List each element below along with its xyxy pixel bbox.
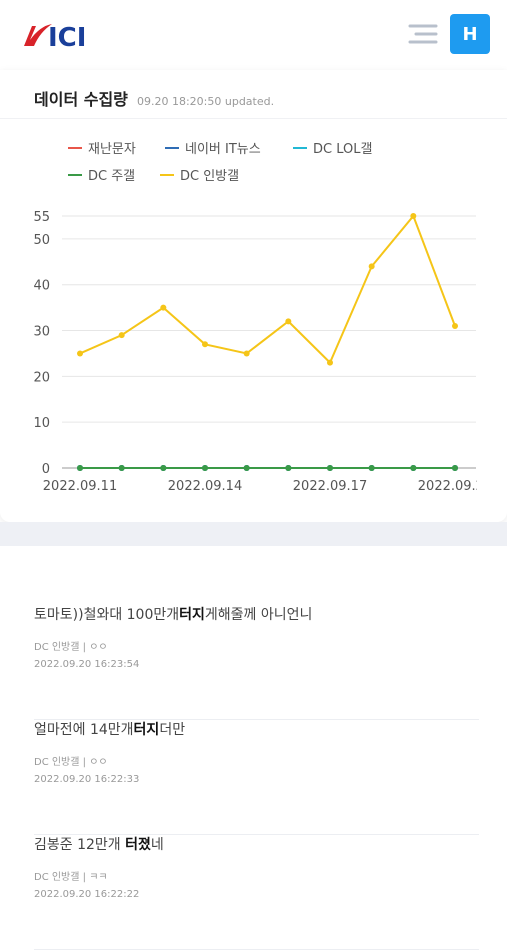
- data-point: [327, 359, 333, 366]
- header: ICI H: [0, 0, 507, 68]
- x-tick-label: 2022.09.14: [168, 479, 242, 494]
- data-point: [368, 263, 375, 270]
- data-point: [410, 465, 417, 471]
- title-match: 터지: [179, 607, 205, 623]
- y-tick-label: 40: [33, 279, 50, 294]
- y-tick-label: 55: [33, 210, 50, 225]
- updated-time: 09.20 18:20:50 updated.: [136, 95, 275, 108]
- data-point: [285, 465, 292, 471]
- post-item[interactable]: 토마토))철와대 100만개터지게해줄께 아니언니 DC 인방갤 | ㅇㅇ 20…: [34, 604, 479, 720]
- post-date: 2022.09.20 16:22:22: [34, 889, 140, 900]
- data-point: [160, 465, 167, 471]
- post-title: 얼마전에 14만개터지더만: [34, 719, 479, 739]
- data-point: [77, 465, 83, 471]
- data-point: [202, 341, 208, 348]
- title-text: 네: [150, 837, 164, 853]
- data-point: [452, 322, 458, 329]
- title-text: 김봉준 12만개: [34, 837, 126, 853]
- data-point: [202, 465, 208, 471]
- y-tick-label: 20: [33, 370, 50, 385]
- data-point: [452, 465, 458, 471]
- data-point: [410, 213, 417, 219]
- post-item[interactable]: 김봉준 12만개 터졌네 DC 인방갤 | ㅋㅋ 2022.09.20 16:2…: [34, 834, 479, 950]
- title-text: 토마토))철와대 100만개: [34, 607, 180, 623]
- data-point: [77, 350, 83, 357]
- chart: 재난문자 네이버 IT뉴스 DC LOL갤 DC 주갤 DC 인방갤 0 10 20 30 40 5…: [33, 142, 492, 494]
- header-graphics: ICI H: [24, 14, 490, 54]
- y-tick-label: 50: [33, 233, 50, 248]
- divider: [0, 118, 507, 119]
- x-tick-label: 2022.09.20: [418, 479, 492, 494]
- data-point: [243, 350, 250, 357]
- post-date: 2022.09.20 16:23:54: [34, 659, 140, 670]
- post-item[interactable]: 얼마전에 14만개터지더만 DC 인방갤 | ㅇㅇ 2022.09.20 16:…: [34, 719, 479, 835]
- post-meta: DC 인방갤 | ㅇㅇ: [34, 642, 108, 653]
- data-point: [368, 465, 375, 471]
- title-text: 얼마전에 14만개: [34, 722, 134, 738]
- title-match: 터지: [133, 722, 160, 738]
- legend-label: 네이버 IT뉴스: [185, 142, 261, 157]
- data-point: [118, 332, 125, 339]
- data-point: [243, 465, 250, 471]
- title-text: 게해줄께 아니언니: [204, 607, 313, 623]
- legend-label: DC 주갤: [88, 169, 135, 184]
- legend-label: DC 인방갤: [180, 169, 239, 184]
- card-title: 데이터 수집량: [34, 90, 128, 109]
- card-heading: 데이터 수집량 09.20 18:20:50 updated.: [34, 86, 274, 110]
- plot: 재난문자 네이버 IT뉴스 DC LOL갤 DC 주갤 DC 인방갤 0 10 20 30 40 5…: [33, 142, 492, 494]
- logo-text: ICI: [48, 23, 86, 53]
- avatar-letter: H: [462, 24, 477, 45]
- legend-label: 재난문자: [88, 142, 136, 157]
- logo-mark: [24, 24, 52, 46]
- legend-label: DC LOL갤: [313, 142, 372, 157]
- post-title: 토마토))철와대 100만개터지게해줄께 아니언니: [34, 604, 479, 624]
- x-tick-label: 2022.09.11: [43, 479, 117, 494]
- data-point: [118, 465, 125, 471]
- menu-icon[interactable]: [408, 24, 438, 44]
- post-meta: DC 인방갤 | ㅋㅋ: [34, 872, 108, 883]
- title-match: 터졌: [125, 837, 151, 853]
- y-tick-label: 30: [33, 325, 50, 340]
- title-text: 더만: [159, 722, 186, 738]
- avatar-button[interactable]: [450, 14, 490, 54]
- post-title: 김봉준 12만개 터졌네: [34, 834, 479, 854]
- chart-card: 데이터 수집량 09.20 18:20:50 updated.: [0, 70, 507, 522]
- data-point: [327, 465, 333, 471]
- x-tick-label: 2022.09.17: [293, 479, 367, 494]
- data-point: [285, 318, 292, 325]
- section-gap: [0, 522, 507, 546]
- data-point: [160, 304, 167, 311]
- series-line: [79, 214, 456, 365]
- post-date: 2022.09.20 16:22:33: [34, 774, 140, 785]
- y-tick-label: 10: [33, 416, 50, 431]
- y-tick-label: 0: [42, 462, 50, 477]
- post-meta: DC 인방갤 | ㅇㅇ: [34, 757, 108, 768]
